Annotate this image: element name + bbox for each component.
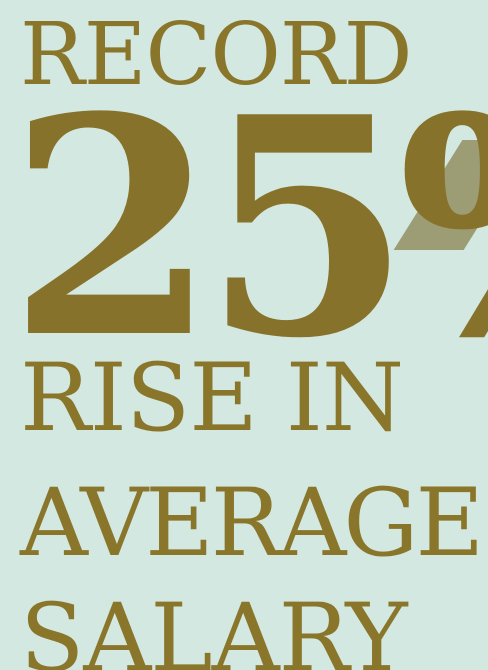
headline-word-record: RECORD bbox=[20, 5, 413, 105]
headline-words-rise-in: RISE IN bbox=[20, 344, 404, 453]
headline-word-salary: SALARY bbox=[20, 584, 408, 670]
headline-word-average: AVERAGE bbox=[20, 469, 484, 578]
headline-percentage: 25% bbox=[8, 51, 488, 404]
